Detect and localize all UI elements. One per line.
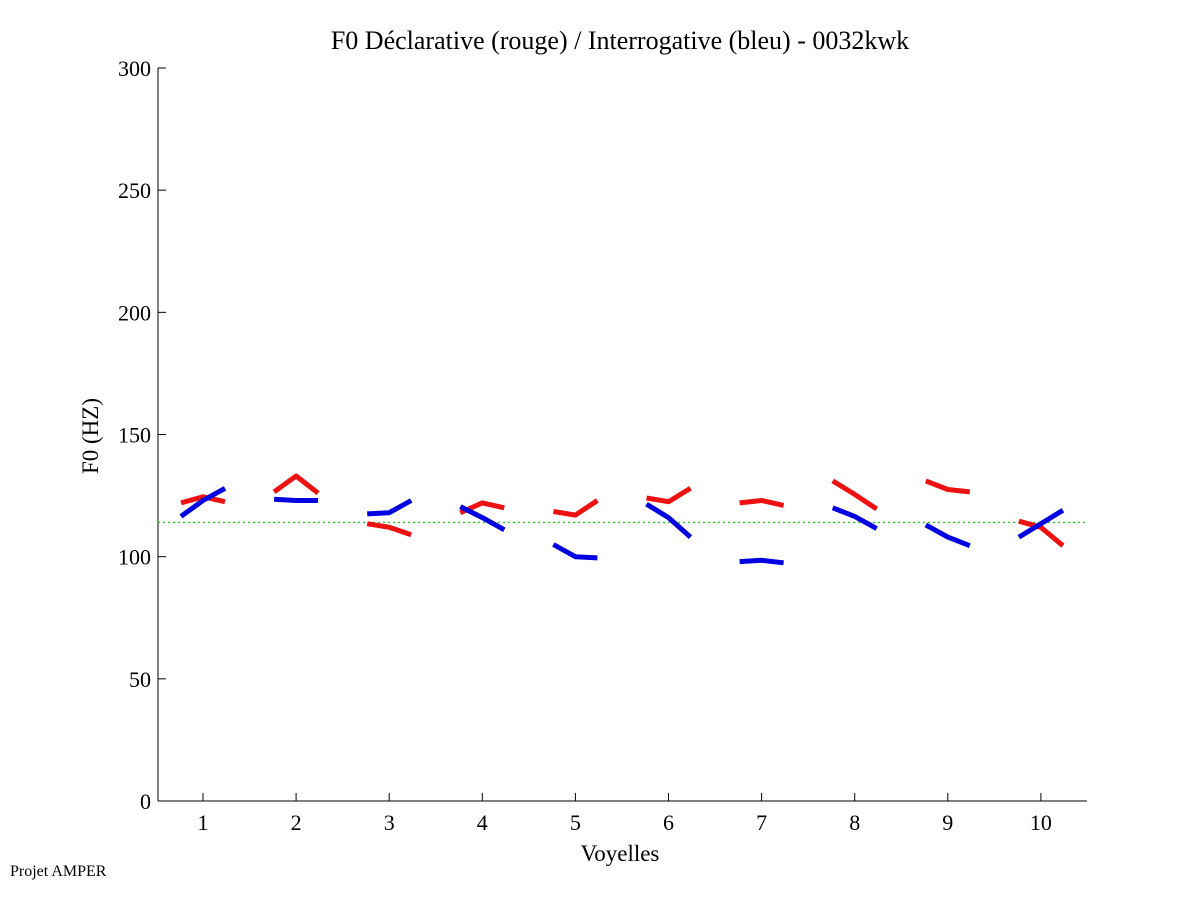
x-tick-label: 10: [1030, 810, 1052, 835]
x-tick-label: 9: [942, 810, 953, 835]
x-tick-label: 5: [570, 810, 581, 835]
contour-segment: [646, 486, 692, 505]
contour-segment: [1017, 508, 1065, 540]
contour-segment: [924, 478, 971, 495]
contour-segment: [924, 522, 971, 549]
contour-segment: [552, 542, 598, 561]
y-tick-label: 50: [129, 667, 151, 692]
contour-segment: [1018, 518, 1065, 548]
contour-segment: [179, 486, 227, 519]
plot-area: 0 50 100 150 200 250 300 1 2 3 4 5 6 7 8 9 10: [118, 56, 1087, 835]
contour-segment: [273, 496, 319, 503]
y-tick-label: 200: [118, 300, 151, 325]
series-dclarative: [180, 473, 1065, 548]
y-tick-label: 0: [140, 789, 151, 814]
contour-segment: [459, 504, 506, 532]
contour-segment: [272, 473, 320, 496]
x-tick-label: 6: [663, 810, 674, 835]
contour-segment: [367, 498, 413, 517]
x-tick-label: 8: [849, 810, 860, 835]
y-tick-label: 250: [118, 178, 151, 203]
contour-segment: [645, 501, 693, 539]
x-tick-label: 3: [384, 810, 395, 835]
contour-segment: [739, 557, 784, 566]
y-tick-label: 150: [118, 423, 151, 448]
contour-segment: [366, 521, 412, 538]
x-tick-label: 1: [198, 810, 209, 835]
contour-segment: [180, 494, 226, 506]
contour-segment: [831, 478, 879, 512]
contour-segment: [831, 505, 878, 531]
contour-segment: [739, 498, 785, 508]
chart-title: F0 Déclarative (rouge) / Interrogative (…: [331, 26, 909, 55]
x-tick-label: 4: [477, 810, 488, 835]
y-tick-label: 300: [118, 56, 151, 81]
x-tick-label: 7: [756, 810, 767, 835]
y-tick-label: 100: [118, 545, 151, 570]
footer-credit: Projet AMPER: [10, 863, 107, 880]
contour-segment: [552, 498, 599, 518]
x-axis-label: Voyelles: [581, 841, 660, 866]
y-axis-label: F0 (HZ): [78, 398, 103, 474]
x-tick-label: 2: [291, 810, 302, 835]
series-interrogative: [179, 486, 1065, 566]
